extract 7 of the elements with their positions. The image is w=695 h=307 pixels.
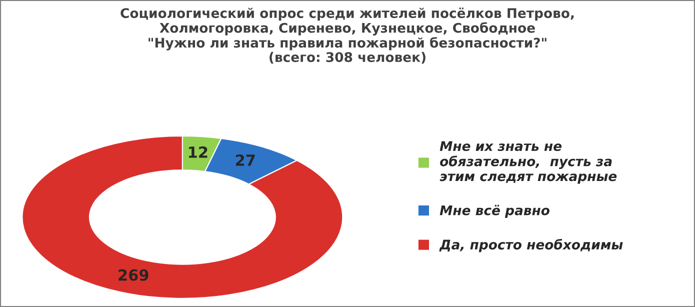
legend-label: Да, просто необходимы [439, 238, 623, 252]
data-label: 269 [118, 269, 148, 281]
legend-label: Мне их знать не обязательно, пусть за этим следят пожарные [440, 141, 617, 184]
chart-title: Социологический опрос среди жителей посёлков Петрово, Холмогоровка, Сиренево, Кузнецкое, Свободное "Нужно ли знать правила пожарной безопасности?" (всего: 308 человек) [120, 8, 574, 64]
data-label: 27 [236, 154, 255, 166]
legend-label: Мне всё равно [440, 204, 550, 218]
data-label: 12 [188, 146, 208, 158]
